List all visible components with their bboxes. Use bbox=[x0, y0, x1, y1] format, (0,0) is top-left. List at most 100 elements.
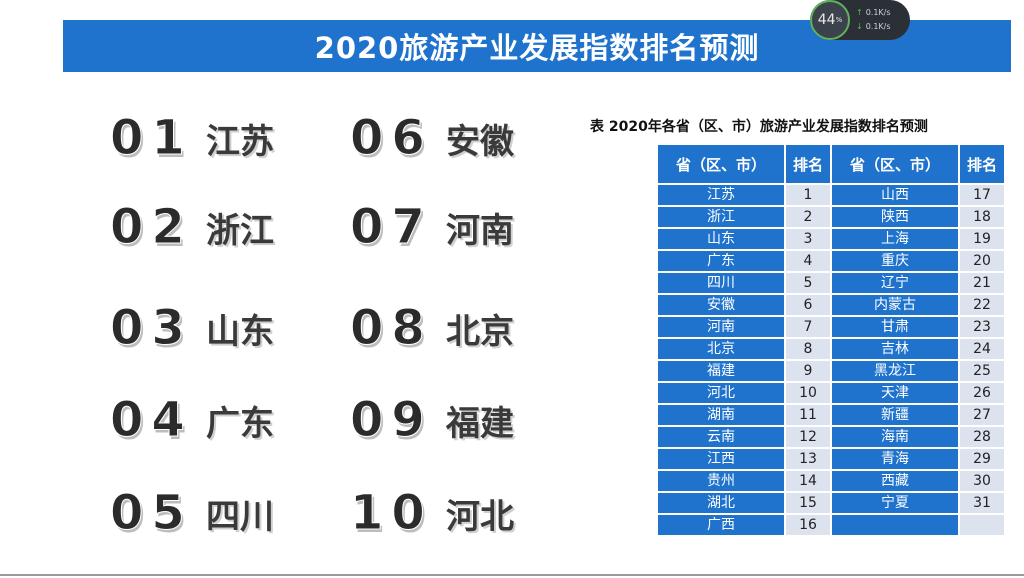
rank-cell: 7 bbox=[784, 315, 832, 339]
rank-cell: 17 bbox=[958, 183, 1006, 207]
rank-cell: 3 bbox=[784, 227, 832, 251]
province-cell: 江苏 bbox=[656, 183, 786, 207]
province-cell: 湖南 bbox=[656, 403, 786, 427]
province-cell: 湖北 bbox=[656, 491, 786, 515]
header-province-1: 省（区、市） bbox=[656, 143, 786, 185]
rank-cell: 19 bbox=[958, 227, 1006, 251]
province-cell: 贵州 bbox=[656, 469, 786, 493]
rank-cell: 23 bbox=[958, 315, 1006, 339]
province-cell: 青海 bbox=[830, 447, 960, 471]
rank-cell: 24 bbox=[958, 337, 1006, 361]
province-cell: 四川 bbox=[656, 271, 786, 295]
rank-province: 福建 bbox=[446, 403, 514, 444]
rank-province: 江苏 bbox=[206, 121, 274, 162]
rank-item: 06 安徽 bbox=[350, 108, 515, 168]
rank-number: 05 bbox=[110, 485, 193, 542]
rank-cell: 2 bbox=[784, 205, 832, 229]
rank-item: 04 广东 bbox=[110, 390, 275, 450]
province-cell: 上海 bbox=[830, 227, 960, 251]
page-title: 2020旅游产业发展指数排名预测 bbox=[314, 31, 760, 65]
province-cell: 陕西 bbox=[830, 205, 960, 229]
province-cell: 福建 bbox=[656, 359, 786, 383]
network-speed-widget[interactable]: 44% ↑ 0.1K/s ↓ 0.1K/s bbox=[810, 0, 910, 40]
rank-cell: 8 bbox=[784, 337, 832, 361]
rank-cell: 22 bbox=[958, 293, 1006, 317]
table-caption: 表 2020年各省（区、市）旅游产业发展指数排名预测 bbox=[590, 119, 928, 135]
rank-cell: 16 bbox=[784, 513, 832, 537]
rank-cell: 1 bbox=[784, 183, 832, 207]
province-cell: 宁夏 bbox=[830, 491, 960, 515]
rank-cell: 20 bbox=[958, 249, 1006, 273]
table-row: 北京 8 吉林 24 bbox=[656, 337, 1006, 361]
province-cell bbox=[830, 513, 960, 537]
table-row: 福建 9 黑龙江 25 bbox=[656, 359, 1006, 383]
rank-cell: 14 bbox=[784, 469, 832, 493]
rank-cell: 31 bbox=[958, 491, 1006, 515]
rank-province: 山东 bbox=[206, 311, 274, 352]
province-cell: 辽宁 bbox=[830, 271, 960, 295]
rank-item: 07 河南 bbox=[350, 197, 515, 257]
rank-cell bbox=[958, 513, 1006, 537]
rank-number: 06 bbox=[350, 110, 433, 167]
rank-cell: 11 bbox=[784, 403, 832, 427]
table-header-row: 省（区、市） 排名 省（区、市） 排名 bbox=[656, 143, 1006, 185]
rank-province: 河南 bbox=[446, 210, 514, 251]
province-cell: 北京 bbox=[656, 337, 786, 361]
rank-cell: 9 bbox=[784, 359, 832, 383]
rank-cell: 6 bbox=[784, 293, 832, 317]
table-row: 贵州 14 西藏 30 bbox=[656, 469, 1006, 493]
table-row: 广西 16 bbox=[656, 513, 1006, 537]
table-row: 安徽 6 内蒙古 22 bbox=[656, 293, 1006, 317]
table-row: 江苏 1 山西 17 bbox=[656, 183, 1006, 207]
rank-item: 08 北京 bbox=[350, 298, 515, 358]
rank-province: 河北 bbox=[446, 496, 514, 537]
province-cell: 浙江 bbox=[656, 205, 786, 229]
rank-cell: 26 bbox=[958, 381, 1006, 405]
rank-cell: 25 bbox=[958, 359, 1006, 383]
rank-province: 北京 bbox=[446, 311, 514, 352]
table-row: 江西 13 青海 29 bbox=[656, 447, 1006, 471]
ranking-table: 省（区、市） 排名 省（区、市） 排名 江苏 1 山西 17 浙江 2 陕西 18 山东 3 上海 1… bbox=[656, 143, 1006, 537]
rank-item: 10 河北 bbox=[350, 483, 515, 543]
rank-province: 安徽 bbox=[446, 121, 514, 162]
rank-province: 四川 bbox=[206, 496, 274, 537]
rank-number: 01 bbox=[110, 110, 193, 167]
header-rank-1: 排名 bbox=[784, 143, 832, 185]
table-row: 云南 12 海南 28 bbox=[656, 425, 1006, 449]
rank-province: 广东 bbox=[206, 403, 274, 444]
speed-readouts: ↑ 0.1K/s ↓ 0.1K/s bbox=[856, 6, 891, 34]
usage-percent-unit: % bbox=[835, 16, 843, 24]
province-cell: 河南 bbox=[656, 315, 786, 339]
rank-cell: 5 bbox=[784, 271, 832, 295]
rank-cell: 18 bbox=[958, 205, 1006, 229]
table-row: 河北 10 天津 26 bbox=[656, 381, 1006, 405]
upload-arrow-icon: ↑ bbox=[856, 8, 863, 17]
rank-number: 04 bbox=[110, 392, 193, 449]
rank-number: 07 bbox=[350, 199, 433, 256]
rank-cell: 12 bbox=[784, 425, 832, 449]
header-rank-2: 排名 bbox=[958, 143, 1006, 185]
rank-item: 02 浙江 bbox=[110, 197, 275, 257]
table-row: 山东 3 上海 19 bbox=[656, 227, 1006, 251]
rank-number: 02 bbox=[110, 199, 193, 256]
download-speed: 0.1K/s bbox=[865, 22, 891, 31]
province-cell: 海南 bbox=[830, 425, 960, 449]
rank-cell: 28 bbox=[958, 425, 1006, 449]
rank-item: 09 福建 bbox=[350, 390, 515, 450]
rank-cell: 10 bbox=[784, 381, 832, 405]
table-row: 湖北 15 宁夏 31 bbox=[656, 491, 1006, 515]
table-row: 广东 4 重庆 20 bbox=[656, 249, 1006, 273]
rank-number: 10 bbox=[350, 485, 433, 542]
bottom-divider bbox=[0, 574, 1024, 576]
rank-province: 浙江 bbox=[206, 210, 274, 251]
province-cell: 新疆 bbox=[830, 403, 960, 427]
table-row: 河南 7 甘肃 23 bbox=[656, 315, 1006, 339]
rank-item: 03 山东 bbox=[110, 298, 275, 358]
rank-number: 09 bbox=[350, 392, 433, 449]
rank-item: 01 江苏 bbox=[110, 108, 275, 168]
province-cell: 广西 bbox=[656, 513, 786, 537]
province-cell: 安徽 bbox=[656, 293, 786, 317]
rank-number: 08 bbox=[350, 300, 433, 357]
province-cell: 云南 bbox=[656, 425, 786, 449]
rank-cell: 27 bbox=[958, 403, 1006, 427]
